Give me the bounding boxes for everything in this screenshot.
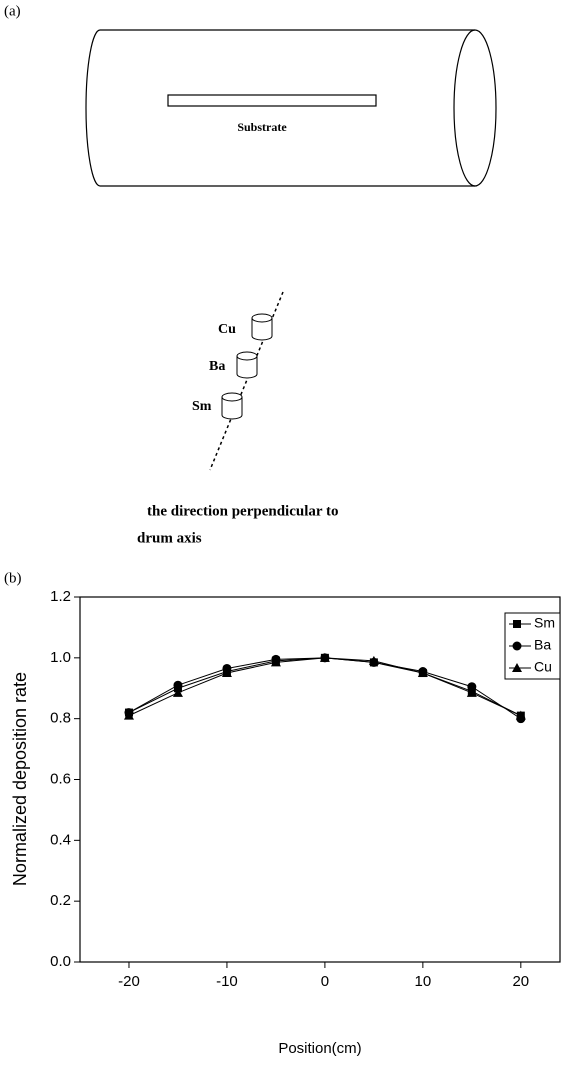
y-tick-label: 1.2: [50, 588, 71, 605]
x-axis-label: Position(cm): [278, 1040, 361, 1057]
source-cu-top: [252, 314, 272, 322]
substrate: [168, 95, 376, 106]
series-line: [129, 658, 521, 716]
source-ba-top: [237, 352, 257, 360]
y-tick-label: 0.2: [50, 892, 71, 909]
figure: (a) (b) Substrate Cu Ba Sm the direction…: [0, 0, 573, 1065]
legend-label: Cu: [534, 659, 552, 675]
y-tick-label: 0.6: [50, 770, 71, 787]
y-tick-label: 0.4: [50, 831, 71, 848]
plot-frame: [80, 597, 560, 962]
direction-label: the direction perpendicular to: [147, 503, 339, 519]
source-sm-top: [222, 393, 242, 401]
x-tick-label: 20: [512, 973, 529, 990]
direction-label: drum axis: [137, 530, 202, 546]
drum-end: [454, 30, 496, 186]
legend-label: Sm: [534, 615, 555, 631]
y-tick-label: 1.0: [50, 649, 71, 666]
x-tick-label: -20: [118, 973, 140, 990]
series-line: [129, 658, 521, 716]
source-label: Ba: [209, 359, 225, 374]
y-tick-label: 0.8: [50, 710, 71, 727]
x-tick-label: -10: [216, 973, 238, 990]
drum: [86, 30, 496, 186]
drum-left-edge: [86, 30, 100, 186]
series-line: [129, 658, 521, 719]
panel-label: (a): [4, 3, 21, 19]
y-axis-label: Normalized deposition rate: [10, 672, 30, 886]
legend-marker: [513, 620, 521, 628]
x-tick-label: 0: [321, 973, 329, 990]
legend-label: Ba: [534, 637, 551, 653]
x-tick-label: 10: [415, 973, 432, 990]
source-label: Cu: [218, 322, 236, 337]
substrate-label: Substrate: [237, 120, 287, 134]
panel-label: (b): [4, 570, 22, 586]
legend-marker: [513, 642, 522, 651]
source-label: Sm: [192, 399, 212, 414]
y-tick-label: 0.0: [50, 953, 71, 970]
